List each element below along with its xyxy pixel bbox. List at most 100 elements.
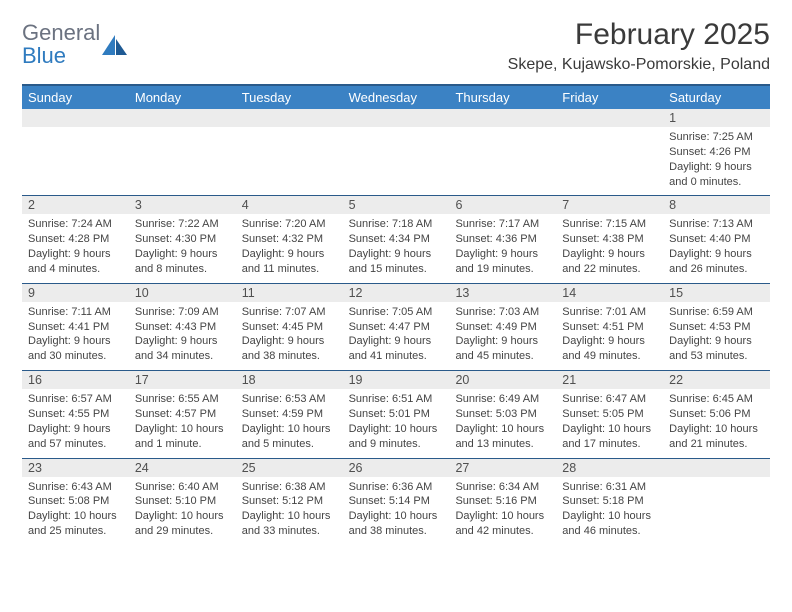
day-number	[236, 109, 343, 127]
day-cell: 23Sunrise: 6:43 AMSunset: 5:08 PMDayligh…	[22, 459, 129, 545]
daylight-text: Daylight: 9 hours and 11 minutes.	[242, 247, 337, 277]
daylight-text: Daylight: 10 hours and 13 minutes.	[455, 422, 550, 452]
sunset-text: Sunset: 5:08 PM	[28, 494, 123, 509]
daylight-text: Daylight: 10 hours and 29 minutes.	[135, 509, 230, 539]
sunrise-text: Sunrise: 6:43 AM	[28, 480, 123, 495]
daylight-text: Daylight: 9 hours and 22 minutes.	[562, 247, 657, 277]
day-cell	[22, 109, 129, 195]
daylight-text: Daylight: 9 hours and 45 minutes.	[455, 334, 550, 364]
day-number: 26	[343, 459, 450, 477]
day-info: Sunrise: 7:01 AMSunset: 4:51 PMDaylight:…	[556, 302, 663, 370]
day-number	[343, 109, 450, 127]
calendar: Sunday Monday Tuesday Wednesday Thursday…	[22, 84, 770, 545]
day-number: 17	[129, 371, 236, 389]
day-info	[449, 127, 556, 187]
daylight-text: Daylight: 10 hours and 46 minutes.	[562, 509, 657, 539]
sunrise-text: Sunrise: 7:25 AM	[669, 130, 764, 145]
header: General Blue February 2025 Skepe, Kujaws…	[22, 18, 770, 74]
weekday-label: Thursday	[449, 86, 556, 109]
day-number	[22, 109, 129, 127]
day-number: 8	[663, 196, 770, 214]
day-number: 15	[663, 284, 770, 302]
daylight-text: Daylight: 10 hours and 17 minutes.	[562, 422, 657, 452]
sunrise-text: Sunrise: 6:55 AM	[135, 392, 230, 407]
sunrise-text: Sunrise: 6:38 AM	[242, 480, 337, 495]
day-cell: 26 Sunrise: 6:36 AMSunset: 5:14 PMDayligh…	[343, 459, 450, 545]
day-cell: 16Sunrise: 6:57 AMSunset: 4:55 PMDayligh…	[22, 371, 129, 457]
sunset-text: Sunset: 4:45 PM	[242, 320, 337, 335]
day-cell	[449, 109, 556, 195]
sunset-text: Sunset: 5:05 PM	[562, 407, 657, 422]
weekday-label: Monday	[129, 86, 236, 109]
day-number	[449, 109, 556, 127]
day-number: 27	[449, 459, 556, 477]
month-title: February 2025	[508, 18, 770, 52]
day-cell	[129, 109, 236, 195]
day-number: 1	[663, 109, 770, 127]
week-row: 2Sunrise: 7:24 AMSunset: 4:28 PMDaylight…	[22, 195, 770, 282]
daylight-text: Daylight: 9 hours and 19 minutes.	[455, 247, 550, 277]
day-number: 16	[22, 371, 129, 389]
sunset-text: Sunset: 4:49 PM	[455, 320, 550, 335]
sunrise-text: Sunrise: 7:22 AM	[135, 217, 230, 232]
sunrise-text: Sunrise: 6:31 AM	[562, 480, 657, 495]
day-info: Sunrise: 6:55 AMSunset: 4:57 PMDaylight:…	[129, 389, 236, 457]
day-number: 23	[22, 459, 129, 477]
sunrise-text: Sunrise: 6:45 AM	[669, 392, 764, 407]
sunset-text: Sunset: 4:32 PM	[242, 232, 337, 247]
day-info: Sunrise: 7:17 AMSunset: 4:36 PMDaylight:…	[449, 214, 556, 282]
sunset-text: Sunset: 4:47 PM	[349, 320, 444, 335]
day-number: 25	[236, 459, 343, 477]
day-cell: 7Sunrise: 7:15 AMSunset: 4:38 PMDaylight…	[556, 196, 663, 282]
weekday-label: Tuesday	[236, 86, 343, 109]
sunset-text: Sunset: 4:28 PM	[28, 232, 123, 247]
day-info: Sunrise: 7:13 AMSunset: 4:40 PMDaylight:…	[663, 214, 770, 282]
day-cell: 17Sunrise: 6:55 AMSunset: 4:57 PMDayligh…	[129, 371, 236, 457]
sunset-text: Sunset: 4:41 PM	[28, 320, 123, 335]
day-info	[663, 477, 770, 537]
sunset-text: Sunset: 4:26 PM	[669, 145, 764, 160]
sunset-text: Sunset: 5:03 PM	[455, 407, 550, 422]
day-info: Sunrise: 6:43 AMSunset: 5:08 PMDaylight:…	[22, 477, 129, 545]
day-number: 10	[129, 284, 236, 302]
sunrise-text: Sunrise: 7:01 AM	[562, 305, 657, 320]
sunrise-text: Sunrise: 7:05 AM	[349, 305, 444, 320]
sunrise-text: Sunrise: 6:36 AM	[349, 480, 444, 495]
daylight-text: Daylight: 9 hours and 49 minutes.	[562, 334, 657, 364]
sunrise-text: Sunrise: 6:34 AM	[455, 480, 550, 495]
day-cell: 25Sunrise: 6:38 AMSunset: 5:12 PMDayligh…	[236, 459, 343, 545]
daylight-text: Daylight: 10 hours and 9 minutes.	[349, 422, 444, 452]
week-row: 9Sunrise: 7:11 AMSunset: 4:41 PMDaylight…	[22, 283, 770, 370]
daylight-text: Daylight: 9 hours and 26 minutes.	[669, 247, 764, 277]
sunset-text: Sunset: 4:57 PM	[135, 407, 230, 422]
day-number: 22	[663, 371, 770, 389]
daylight-text: Daylight: 9 hours and 30 minutes.	[28, 334, 123, 364]
weekday-label: Friday	[556, 86, 663, 109]
daylight-text: Daylight: 10 hours and 1 minute.	[135, 422, 230, 452]
sunrise-text: Sunrise: 7:24 AM	[28, 217, 123, 232]
day-cell: 15Sunrise: 6:59 AMSunset: 4:53 PMDayligh…	[663, 284, 770, 370]
day-cell: 1Sunrise: 7:25 AMSunset: 4:26 PMDaylight…	[663, 109, 770, 195]
day-info: Sunrise: 6:38 AMSunset: 5:12 PMDaylight:…	[236, 477, 343, 545]
day-number: 21	[556, 371, 663, 389]
day-cell: 4Sunrise: 7:20 AMSunset: 4:32 PMDaylight…	[236, 196, 343, 282]
day-cell: 3Sunrise: 7:22 AMSunset: 4:30 PMDaylight…	[129, 196, 236, 282]
logo-text-blue: Blue	[22, 43, 66, 68]
day-info: Sunrise: 7:09 AMSunset: 4:43 PMDaylight:…	[129, 302, 236, 370]
day-cell: 12Sunrise: 7:05 AMSunset: 4:47 PMDayligh…	[343, 284, 450, 370]
sunrise-text: Sunrise: 7:15 AM	[562, 217, 657, 232]
day-cell: 13Sunrise: 7:03 AMSunset: 4:49 PMDayligh…	[449, 284, 556, 370]
logo-text-block: General Blue	[22, 22, 100, 68]
daylight-text: Daylight: 9 hours and 38 minutes.	[242, 334, 337, 364]
daylight-text: Daylight: 10 hours and 38 minutes.	[349, 509, 444, 539]
daylight-text: Daylight: 10 hours and 21 minutes.	[669, 422, 764, 452]
week-row: 23Sunrise: 6:43 AMSunset: 5:08 PMDayligh…	[22, 458, 770, 545]
day-info: Sunrise: 7:07 AMSunset: 4:45 PMDaylight:…	[236, 302, 343, 370]
logo-text-general: General	[22, 20, 100, 45]
day-number: 28	[556, 459, 663, 477]
day-info: Sunrise: 7:03 AMSunset: 4:49 PMDaylight:…	[449, 302, 556, 370]
day-info: Sunrise: 6:40 AMSunset: 5:10 PMDaylight:…	[129, 477, 236, 545]
sunset-text: Sunset: 5:14 PM	[349, 494, 444, 509]
day-info: Sunrise: 7:22 AMSunset: 4:30 PMDaylight:…	[129, 214, 236, 282]
day-cell: 22Sunrise: 6:45 AMSunset: 5:06 PMDayligh…	[663, 371, 770, 457]
